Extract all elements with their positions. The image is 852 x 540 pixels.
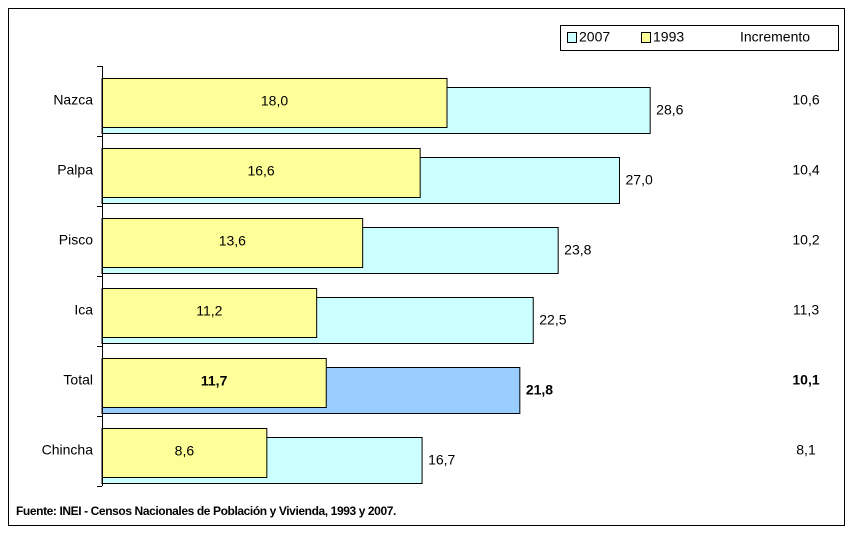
category-label: Nazca xyxy=(53,92,93,108)
increment-label: 10,6 xyxy=(792,92,819,108)
value-label: 16,7 xyxy=(428,452,455,468)
legend-box xyxy=(560,25,839,51)
bar xyxy=(101,288,318,338)
increment-label: 10,1 xyxy=(792,372,819,388)
value-label: 8,6 xyxy=(175,443,195,459)
value-label: 16,6 xyxy=(247,163,274,179)
increment-label: 10,4 xyxy=(792,162,819,178)
legend-label: 1993 xyxy=(653,29,684,45)
value-label: 22,5 xyxy=(539,312,566,328)
value-label: 13,6 xyxy=(219,233,246,249)
legend-label: Incremento xyxy=(740,29,810,45)
increment-label: 8,1 xyxy=(796,442,816,458)
bar xyxy=(101,428,268,478)
increment-label: 10,2 xyxy=(792,232,819,248)
legend-swatch xyxy=(641,32,651,43)
bar xyxy=(101,148,421,198)
value-label: 21,8 xyxy=(526,382,553,398)
increment-label: 11,3 xyxy=(793,302,819,318)
category-label: Chincha xyxy=(42,442,94,458)
legend-label: 2007 xyxy=(579,29,610,45)
category-label: Palpa xyxy=(57,162,93,178)
category-label: Total xyxy=(63,372,93,388)
value-label: 11,2 xyxy=(196,303,222,319)
value-label: 27,0 xyxy=(626,172,653,188)
value-label: 18,0 xyxy=(261,93,288,109)
category-label: Ica xyxy=(74,302,93,318)
category-label: Pisco xyxy=(59,232,93,248)
source-note: Fuente: INEI - Censos Nacionales de Pobl… xyxy=(16,504,396,518)
bar xyxy=(101,358,327,408)
value-label: 11,7 xyxy=(201,373,228,389)
value-label: 23,8 xyxy=(564,242,591,258)
bar xyxy=(101,78,448,128)
legend-swatch xyxy=(567,32,577,43)
value-label: 28,6 xyxy=(656,102,683,118)
